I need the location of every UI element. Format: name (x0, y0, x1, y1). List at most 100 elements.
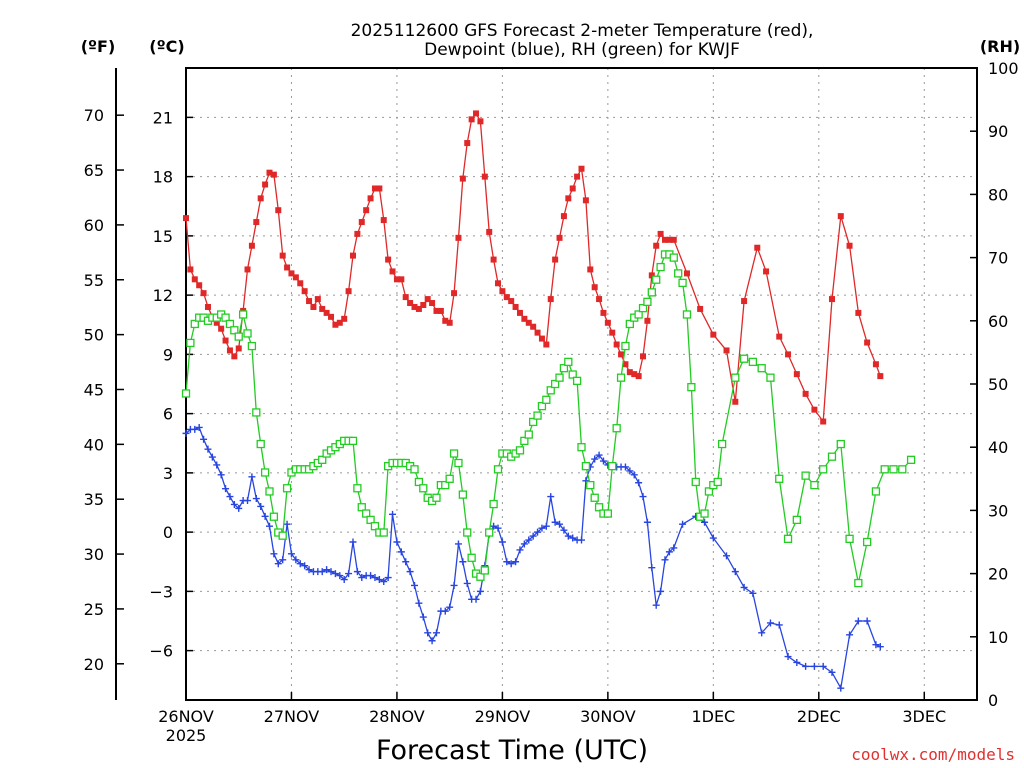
rh-point (190, 319, 199, 329)
dewpoint-point (749, 589, 757, 597)
rh-point (181, 389, 191, 398)
temperature-point (407, 300, 414, 307)
fahrenheit-tick-label: 65 (84, 161, 104, 180)
rh-point (441, 480, 450, 490)
temperature-point (626, 369, 633, 376)
rh-point (529, 417, 538, 427)
dewpoint-point (837, 684, 845, 692)
temperature-point (288, 270, 295, 277)
fahrenheit-tick-label: 55 (84, 271, 104, 290)
dewpoint-point (520, 540, 528, 548)
temperature-point (349, 252, 356, 259)
temperature-point (380, 217, 387, 224)
dewpoint-point (670, 544, 678, 552)
rh-point (889, 465, 898, 474)
series-rh (181, 250, 916, 588)
dewpoint-point (503, 558, 511, 566)
rh-point (608, 462, 617, 471)
dewpoint-point (547, 493, 555, 501)
plot-area (181, 110, 916, 692)
temperature-point (534, 329, 541, 336)
rh-tick-label: 0 (988, 691, 998, 710)
temperature-point (587, 266, 594, 273)
rh-point (467, 553, 476, 562)
dewpoint-point (819, 662, 827, 670)
temperature-point (332, 321, 339, 328)
dewpoint-point (345, 570, 353, 578)
rh-point (792, 515, 801, 525)
temperature-point (257, 195, 264, 202)
rh-point (612, 424, 621, 433)
rh-point (476, 572, 485, 581)
temperature-point (530, 323, 537, 330)
temperature-point (596, 296, 603, 303)
rh-point (687, 383, 696, 392)
rh-point (432, 493, 441, 502)
dewpoint-point (459, 558, 467, 566)
rh-point (572, 376, 582, 385)
rh-point (230, 326, 239, 335)
dewpoint-point (331, 570, 339, 578)
temperature-point (547, 296, 554, 303)
dewpoint-point (428, 637, 436, 645)
rh-point (546, 386, 555, 395)
rh-point (362, 509, 371, 518)
dewpoint-point (441, 607, 449, 615)
temperature-point (328, 313, 335, 320)
dewpoint-point (854, 617, 862, 625)
dewpoint-point (375, 576, 383, 584)
temperature-point (477, 118, 484, 125)
temperature-point (420, 302, 427, 308)
rh-point (621, 341, 630, 351)
rh-point (717, 439, 727, 449)
temperature-point (565, 195, 572, 202)
temperature-point (556, 234, 563, 241)
rh-unit-label: (RH) (980, 37, 1020, 56)
plot-frame (185, 67, 978, 701)
rh-point (678, 278, 687, 288)
dewpoint-point (802, 662, 810, 670)
dewpoint-point (542, 522, 550, 530)
rh-point (278, 531, 287, 540)
dewpoint-point (371, 574, 379, 582)
rh-point (766, 373, 775, 382)
dewpoint-point (643, 518, 651, 526)
temperature-point (802, 390, 809, 397)
temperature-point (877, 373, 884, 380)
temperature-point (820, 418, 827, 425)
rh-point (748, 357, 758, 367)
chart-title-line-1: 2025112600 GFS Forecast 2-meter Temperat… (351, 21, 814, 41)
rh-point (757, 364, 766, 373)
rh-point (638, 304, 648, 313)
temperature-point (490, 256, 497, 263)
temperature-point (732, 398, 739, 405)
rh-point (252, 408, 261, 417)
rh-tick-label: 50 (988, 375, 1008, 394)
rh-point (564, 357, 573, 367)
temperature-point (683, 270, 690, 277)
temperature-point (776, 333, 783, 340)
dewpoint-point (292, 556, 300, 564)
temperature-point (336, 319, 343, 326)
x-tick-label: 28NOV (369, 707, 425, 726)
temperature-point (697, 305, 704, 312)
rh-point (370, 522, 380, 531)
temperature-point (609, 329, 616, 336)
temperature-point (468, 116, 475, 123)
series-line (185, 112, 881, 424)
dewpoint-point (222, 485, 230, 493)
temperature-point (846, 242, 853, 249)
rh-point (410, 465, 419, 474)
temperature-point (560, 213, 567, 220)
temperature-point (495, 280, 502, 287)
temperature-point (226, 347, 233, 354)
dewpoint-point (476, 587, 484, 595)
rh-point (819, 465, 828, 474)
temperature-point (310, 303, 317, 310)
rh-tick-label: 80 (988, 185, 1008, 204)
temperature-point (204, 303, 211, 310)
temperature-point (648, 272, 655, 279)
rh-point (357, 503, 366, 512)
temperature-point (393, 276, 400, 283)
temperature-point (763, 268, 770, 275)
